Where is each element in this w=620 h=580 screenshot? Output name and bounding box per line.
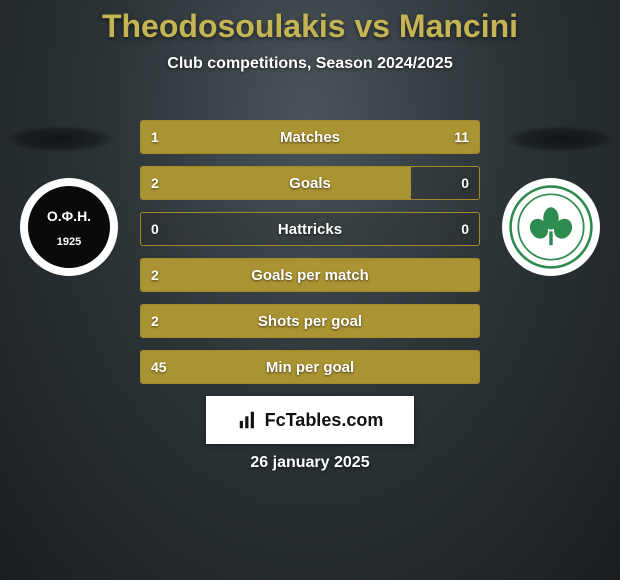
club-badge-left-inner: Ο.Φ.Η. 1925 (28, 186, 110, 268)
stat-row: 2Shots per goal (140, 304, 480, 338)
club-left-year: 1925 (57, 236, 81, 248)
club-left-abbr: Ο.Φ.Η. (47, 208, 91, 224)
club-badge-left: Ο.Φ.Η. 1925 (20, 178, 118, 276)
attribution-text: FcTables.com (265, 410, 384, 431)
stat-row: 2Goals per match (140, 258, 480, 292)
snapshot-date: 26 january 2025 (0, 454, 620, 472)
stat-row: 111Matches (140, 120, 480, 154)
stat-row: 20Goals (140, 166, 480, 200)
stat-label: Goals (141, 167, 479, 199)
stat-row: 45Min per goal (140, 350, 480, 384)
stats-rows: 111Matches 20Goals 00Hattricks 2Goals per m… (140, 120, 480, 396)
player-shadow-right (505, 126, 615, 152)
stat-label: Goals per match (141, 259, 479, 291)
stat-label: Shots per goal (141, 305, 479, 337)
club-right-icon (508, 184, 594, 270)
attribution-badge: FcTables.com (206, 396, 414, 444)
chart-icon (237, 409, 259, 431)
player-shadow-left (5, 126, 115, 152)
club-badge-right (502, 178, 600, 276)
stat-label: Matches (141, 121, 479, 153)
stat-row: 00Hattricks (140, 212, 480, 246)
stat-label: Min per goal (141, 351, 479, 383)
comparison-subtitle: Club competitions, Season 2024/2025 (0, 55, 620, 73)
stat-label: Hattricks (141, 213, 479, 245)
comparison-title: Theodosoulakis vs Mancini (0, 0, 620, 45)
